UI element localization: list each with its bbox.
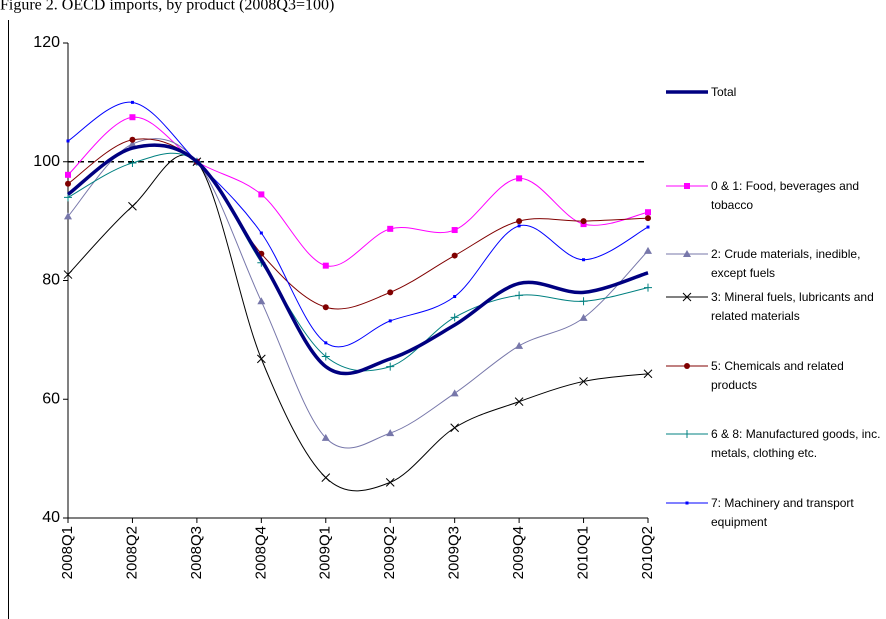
marker <box>128 139 137 147</box>
marker <box>129 136 136 143</box>
marker <box>388 319 392 323</box>
legend-label: 2: Crude materials, inedible, except fue… <box>711 246 861 280</box>
marker <box>645 215 651 222</box>
marker <box>685 501 689 505</box>
marker <box>579 313 588 321</box>
marker <box>515 341 524 349</box>
x-tick-label: 2010Q2 <box>639 526 656 579</box>
marker <box>63 270 73 279</box>
series <box>66 143 649 376</box>
marker <box>580 218 587 225</box>
marker <box>517 224 521 228</box>
marker <box>643 369 653 379</box>
marker <box>385 478 395 487</box>
series-line <box>67 152 649 372</box>
marker <box>644 283 652 292</box>
marker <box>450 313 459 322</box>
marker <box>645 209 651 216</box>
marker <box>64 193 72 202</box>
series-line <box>67 138 649 449</box>
marker <box>66 139 70 143</box>
marker <box>386 362 395 371</box>
x-tick-label: 2008Q2 <box>123 526 140 579</box>
legend-label: 7: Machinery and transport equipment <box>711 495 854 529</box>
series-line <box>67 101 649 348</box>
series <box>65 114 651 269</box>
marker <box>321 352 330 361</box>
marker <box>644 246 652 254</box>
marker <box>516 175 523 182</box>
x-tick-label: 2010Q1 <box>575 526 592 579</box>
legend-label: 3: Mineral fuels, lubricants and related… <box>711 289 874 323</box>
x-tick-label: 2009Q2 <box>381 526 398 579</box>
marker <box>387 289 394 296</box>
marker <box>65 171 71 178</box>
marker <box>582 258 586 262</box>
series-line <box>67 138 649 310</box>
x-tick-label: 2009Q3 <box>446 526 463 579</box>
marker <box>130 100 134 104</box>
marker <box>682 292 692 302</box>
marker <box>387 225 394 232</box>
marker <box>646 225 650 229</box>
marker <box>259 231 263 235</box>
marker <box>129 114 136 121</box>
marker <box>64 212 72 220</box>
marker <box>683 250 691 257</box>
marker <box>321 473 331 482</box>
legend-label: 0 & 1: Food, beverages and tobacco <box>711 178 860 212</box>
series <box>63 154 653 492</box>
series <box>64 138 652 449</box>
marker <box>684 363 690 369</box>
x-tick-label: 2009Q4 <box>510 526 527 579</box>
marker <box>516 218 523 225</box>
marker <box>322 304 329 311</box>
marker <box>683 430 691 438</box>
marker <box>128 201 137 211</box>
legend-label: 6 & 8: Manufactured goods, inc. metals, … <box>711 426 881 460</box>
marker <box>579 297 588 306</box>
marker <box>322 262 329 269</box>
marker <box>684 183 690 189</box>
y-tick-label: 80 <box>42 272 60 289</box>
marker <box>579 377 588 386</box>
marker <box>515 291 524 300</box>
marker <box>65 180 71 187</box>
series-line <box>67 154 649 492</box>
y-tick-label: 100 <box>33 153 60 170</box>
marker <box>324 341 328 345</box>
marker <box>386 429 395 437</box>
marker <box>257 297 266 305</box>
marker <box>514 397 524 406</box>
series-line <box>66 143 649 376</box>
x-tick-label: 2009Q1 <box>317 526 334 579</box>
x-tick-label: 2008Q3 <box>188 526 205 579</box>
marker <box>258 191 265 198</box>
series-line <box>67 116 649 267</box>
marker <box>453 295 457 299</box>
series <box>66 100 650 348</box>
legend-label: 5: Chemicals and related products <box>711 358 844 392</box>
marker <box>256 354 266 364</box>
y-tick-label: 40 <box>42 509 60 526</box>
x-tick-label: 2008Q1 <box>59 526 76 579</box>
series <box>65 136 651 311</box>
marker <box>128 158 137 167</box>
marker <box>450 389 459 397</box>
x-tick-label: 2008Q4 <box>252 526 269 579</box>
marker <box>450 423 460 433</box>
y-tick-label: 120 <box>33 34 60 51</box>
legend-label: Total <box>711 84 737 99</box>
chart-title: Figure 2. OECD imports, by product (2008… <box>0 0 334 14</box>
marker <box>451 227 458 234</box>
y-tick-label: 60 <box>42 390 60 407</box>
series <box>64 152 652 372</box>
marker <box>321 433 330 441</box>
marker <box>451 252 458 259</box>
